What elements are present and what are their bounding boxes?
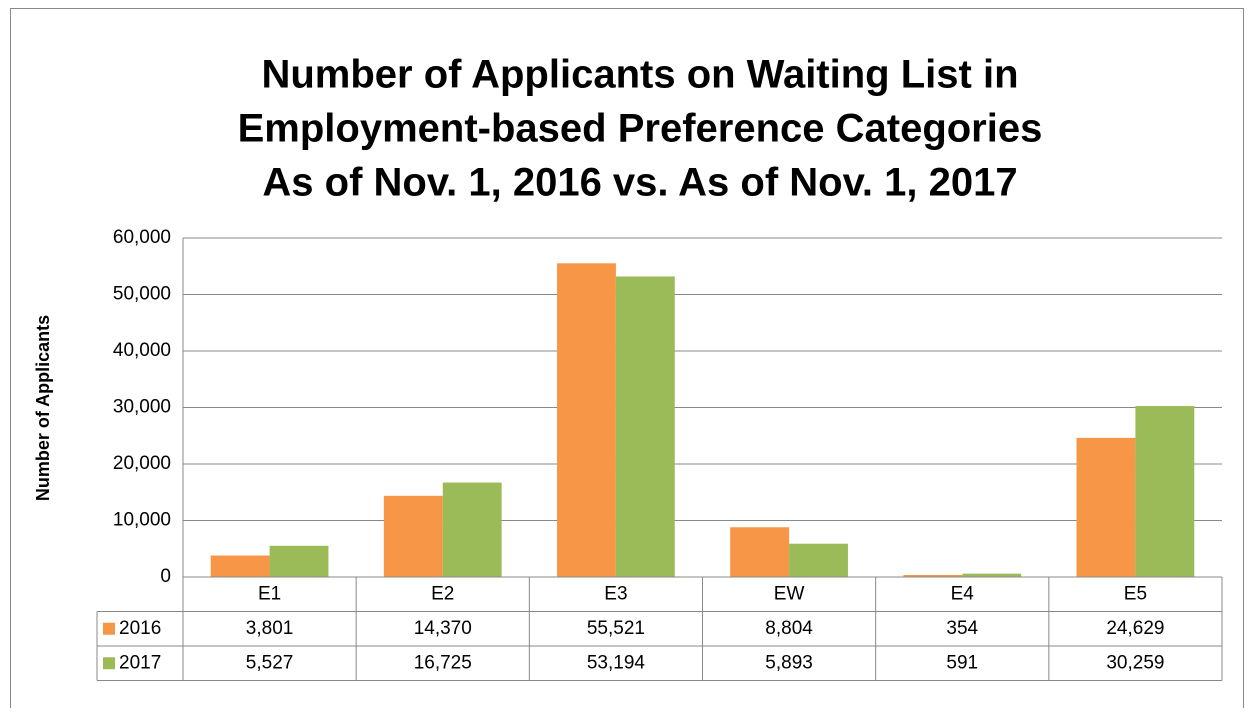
legend-swatch: [103, 657, 115, 670]
chart-title: Employment-based Preference Categories: [238, 107, 1043, 151]
y-tick-label: 30,000: [113, 397, 171, 418]
y-axis-label: Number of Applicants: [33, 315, 53, 501]
y-tick-label: 10,000: [113, 510, 171, 531]
bar: [1076, 437, 1136, 577]
table-value: 53,194: [587, 652, 646, 673]
bar: [442, 482, 502, 577]
x-tick-label: E5: [1124, 583, 1147, 604]
x-tick-label: E2: [431, 583, 454, 604]
x-tick-label: E3: [604, 583, 627, 604]
bar: [962, 573, 1022, 577]
legend-label: 2017: [119, 652, 161, 673]
legend-swatch: [103, 622, 115, 635]
x-tick-label: E1: [258, 583, 281, 604]
y-tick-label: 0: [160, 566, 171, 587]
chart-title: As of Nov. 1, 2016 vs. As of Nov. 1, 201…: [262, 161, 1017, 205]
bar: [789, 543, 848, 577]
bar: [903, 574, 963, 577]
y-tick-label: 20,000: [113, 453, 171, 474]
x-tick-label: EW: [774, 583, 805, 604]
table-value: 16,725: [414, 652, 472, 673]
bar: [1135, 406, 1195, 577]
table-value: 55,521: [587, 618, 645, 639]
bar: [269, 545, 329, 577]
table-value: 591: [946, 652, 978, 673]
bar: [730, 527, 790, 577]
table-value: 14,370: [414, 618, 472, 639]
table-value: 354: [946, 618, 978, 639]
table-value: 5,893: [765, 652, 813, 673]
table-value: 3,801: [246, 618, 294, 639]
bar: [557, 263, 616, 577]
bar: [615, 276, 675, 577]
chart-title: Number of Applicants on Waiting List in: [261, 53, 1018, 97]
y-tick-label: 40,000: [113, 340, 171, 361]
legend-label: 2016: [119, 618, 161, 639]
table-value: 30,259: [1106, 652, 1164, 673]
table-value: 8,804: [765, 618, 813, 639]
bar: [383, 495, 443, 577]
table-value: 5,527: [246, 652, 294, 673]
y-tick-label: 50,000: [113, 284, 171, 305]
y-tick-label: 60,000: [113, 227, 171, 248]
table-value: 24,629: [1106, 618, 1164, 639]
x-tick-label: E4: [951, 583, 975, 604]
bar: [210, 555, 270, 577]
